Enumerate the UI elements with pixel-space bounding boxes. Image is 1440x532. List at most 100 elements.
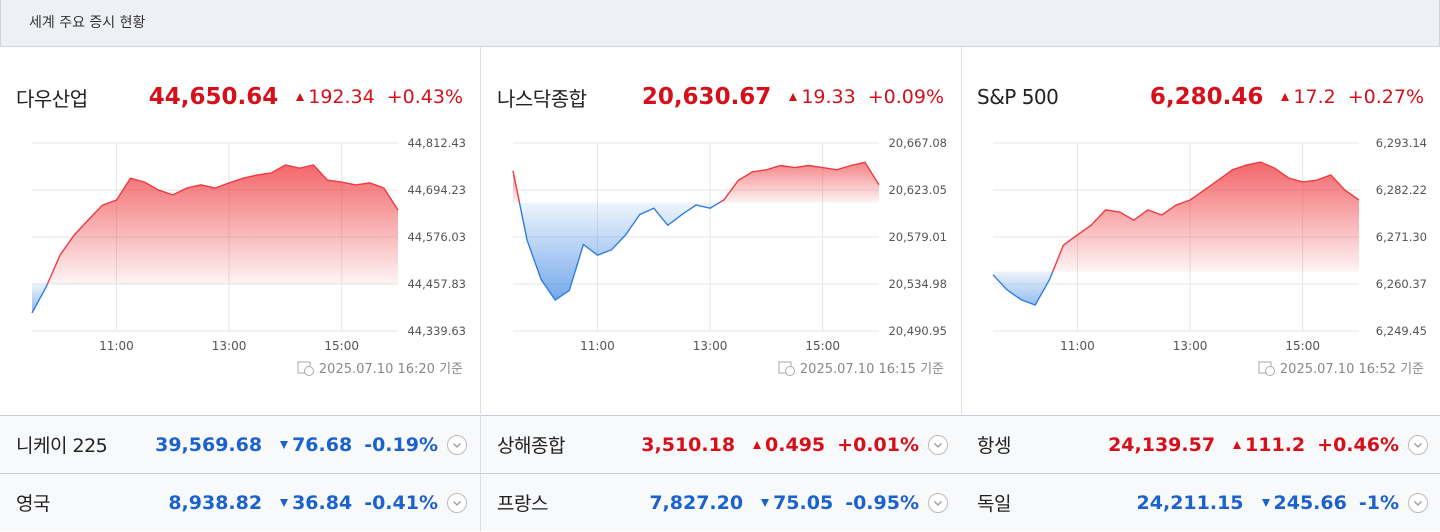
x-tick-label: 11:00 — [1060, 339, 1095, 352]
index-name: 나스닥종합 — [497, 86, 587, 111]
y-tick-label: 44,339.63 — [407, 324, 466, 338]
price: 7,827.20 — [649, 491, 744, 514]
clock-icon — [1258, 361, 1275, 376]
x-tick-label: 11:00 — [580, 339, 615, 352]
icon-part — [934, 500, 942, 506]
panel-header: 나스닥종합 20,630.67 19.33 +0.09% — [497, 81, 944, 113]
price-line — [992, 161, 1360, 306]
index-row: 항셍 24,139.57 111.2 +0.46% — [961, 415, 1440, 473]
direction-arrow — [1281, 93, 1290, 101]
timestamp: 2025.07.10 16:52 기준 — [1258, 358, 1424, 377]
icon-part — [1264, 365, 1275, 376]
row-content: 상해종합 3,510.18 0.495 +0.01% — [497, 416, 949, 473]
direction-arrow — [761, 498, 770, 507]
icon-part — [928, 492, 948, 513]
change-pct: -0.41% — [364, 491, 438, 514]
change-pct: -0.19% — [364, 433, 438, 456]
price: 44,650.64 — [148, 84, 279, 110]
timestamp-text: 2025.07.10 16:15 기준 — [799, 362, 944, 377]
index-panel: S&P 500 6,280.46 17.2 +0.27% 11:00 13:00 15:00… — [961, 47, 1440, 414]
index-row: 프랑스 7,827.20 75.05 -0.95% — [481, 473, 962, 531]
expand-button[interactable] — [1407, 492, 1429, 514]
clock-icon — [297, 361, 314, 376]
x-tick-label: 13:00 — [1173, 339, 1208, 352]
chart: 11:00 13:00 15:00 20,490.95 20,534.98 20,579.… — [512, 136, 947, 352]
index-panel: 나스닥종합 20,630.67 19.33 +0.09% 11:00 13:00 15:00… — [481, 47, 962, 414]
price: 8,938.82 — [168, 491, 263, 514]
price-line — [512, 161, 880, 301]
y-tick-label: 20,534.98 — [888, 277, 947, 291]
icon-part — [1408, 492, 1428, 513]
x-tick-label: 15:00 — [324, 339, 359, 352]
direction-arrow — [280, 498, 289, 507]
y-tick-label: 44,812.43 — [407, 136, 466, 150]
y-tick-label: 6,293.14 — [1376, 136, 1427, 150]
area-fill — [32, 165, 398, 313]
y-tick-label: 6,271.30 — [1376, 230, 1427, 244]
timestamp: 2025.07.10 16:15 기준 — [778, 358, 944, 377]
x-tick-label: 15:00 — [1285, 339, 1320, 352]
index-row: 니케이 225 39,569.68 76.68 -0.19% — [0, 415, 481, 473]
icon-part — [934, 442, 942, 448]
change: 192.34 — [308, 86, 375, 108]
panel-header: 다우산업 44,650.64 192.34 +0.43% — [16, 81, 463, 113]
change-pct: +0.27% — [1347, 86, 1424, 108]
price: 20,630.67 — [641, 84, 772, 110]
icon-part — [303, 365, 314, 376]
index-name: 상해종합 — [497, 435, 565, 457]
change: 75.05 — [773, 491, 834, 514]
chart: 11:00 13:00 15:00 44,339.63 44,457.83 44,576.… — [31, 136, 466, 352]
y-tick-label: 20,579.01 — [888, 230, 947, 244]
row-content: 니케이 225 39,569.68 76.68 -0.19% — [16, 416, 468, 473]
x-tick-label: 11:00 — [99, 339, 134, 352]
index-name: 독일 — [977, 493, 1011, 515]
icon-part — [784, 365, 795, 376]
area-fill — [513, 162, 879, 300]
icon-part — [447, 434, 467, 455]
price-line — [31, 164, 399, 314]
index-row: 상해종합 3,510.18 0.495 +0.01% — [481, 415, 962, 473]
clock-icon — [778, 361, 795, 376]
y-tick-label: 20,667.08 — [888, 136, 947, 150]
direction-arrow — [789, 93, 798, 101]
price: 3,510.18 — [641, 433, 736, 456]
header: 세계 주요 증시 현황 — [0, 0, 1440, 47]
change-pct: +0.09% — [867, 86, 944, 108]
header-title: 세계 주요 증시 현황 — [29, 15, 146, 31]
panel-header: S&P 500 6,280.46 17.2 +0.27% — [977, 81, 1424, 113]
y-tick-label: 44,694.23 — [407, 183, 466, 197]
icon-part — [447, 492, 467, 513]
area-fill — [993, 162, 1359, 305]
y-tick-label: 44,576.03 — [407, 230, 466, 244]
change: 19.33 — [801, 86, 856, 108]
y-tick-label: 20,623.05 — [888, 183, 947, 197]
icon-part — [453, 500, 461, 506]
x-tick-label: 15:00 — [805, 339, 840, 352]
direction-arrow — [1233, 440, 1242, 449]
index-name: 니케이 225 — [16, 435, 108, 457]
row-content: 항셍 24,139.57 111.2 +0.46% — [977, 416, 1429, 473]
expand-button[interactable] — [1407, 434, 1429, 456]
timestamp-text: 2025.07.10 16:20 기준 — [318, 362, 463, 377]
expand-button[interactable] — [446, 434, 468, 456]
x-tick-label: 13:00 — [693, 339, 728, 352]
icon-part — [453, 442, 461, 448]
direction-arrow — [280, 440, 289, 449]
icon-part — [1414, 500, 1422, 506]
index-row: 독일 24,211.15 245.66 -1% — [961, 473, 1440, 531]
change-pct: -0.95% — [845, 491, 919, 514]
index-name: 프랑스 — [497, 493, 548, 515]
index-name: 영국 — [16, 493, 50, 515]
expand-button[interactable] — [446, 492, 468, 514]
direction-arrow — [1261, 498, 1270, 507]
row-content: 프랑스 7,827.20 75.05 -0.95% — [497, 474, 949, 531]
icon-part — [1408, 434, 1428, 455]
index-row: 영국 8,938.82 36.84 -0.41% — [0, 473, 481, 531]
x-tick-label: 13:00 — [212, 339, 247, 352]
expand-button[interactable] — [927, 434, 949, 456]
change: 0.495 — [765, 433, 826, 456]
direction-arrow — [296, 93, 305, 101]
expand-button[interactable] — [927, 492, 949, 514]
index-name: S&P 500 — [977, 85, 1059, 109]
